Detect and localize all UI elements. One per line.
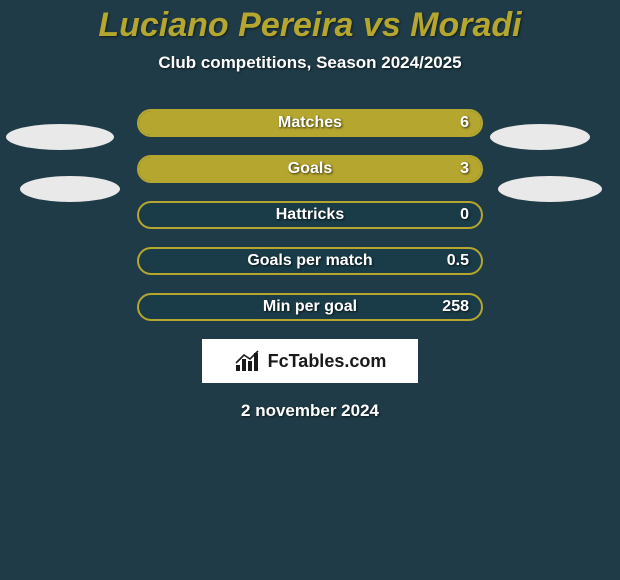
decorative-ellipse	[490, 124, 590, 150]
decorative-ellipse	[20, 176, 120, 202]
stat-bar: Matches6	[137, 109, 483, 137]
stat-bar: Min per goal258	[137, 293, 483, 321]
brand-box: FcTables.com	[202, 339, 418, 383]
stat-bar-label: Goals per match	[139, 249, 481, 273]
stat-bar-value: 6	[460, 111, 469, 135]
page-title: Luciano Pereira vs Moradi	[0, 0, 620, 45]
comparison-infographic: Luciano Pereira vs Moradi Club competiti…	[0, 0, 620, 580]
brand-text: FcTables.com	[268, 351, 387, 372]
page-subtitle: Club competitions, Season 2024/2025	[0, 53, 620, 73]
stat-bar-label: Hattricks	[139, 203, 481, 227]
stat-bar-value: 0	[460, 203, 469, 227]
stat-bar: Goals per match0.5	[137, 247, 483, 275]
stat-bar-value: 0.5	[447, 249, 469, 273]
brand-bars-icon	[234, 349, 264, 373]
decorative-ellipse	[498, 176, 602, 202]
stat-bar-label: Min per goal	[139, 295, 481, 319]
stat-bar-value: 258	[442, 295, 469, 319]
stat-bar: Hattricks0	[137, 201, 483, 229]
stat-bar: Goals3	[137, 155, 483, 183]
date-text: 2 november 2024	[0, 401, 620, 421]
stat-bar-label: Matches	[139, 111, 481, 135]
stat-bar-label: Goals	[139, 157, 481, 181]
stat-bar-value: 3	[460, 157, 469, 181]
decorative-ellipse	[6, 124, 114, 150]
